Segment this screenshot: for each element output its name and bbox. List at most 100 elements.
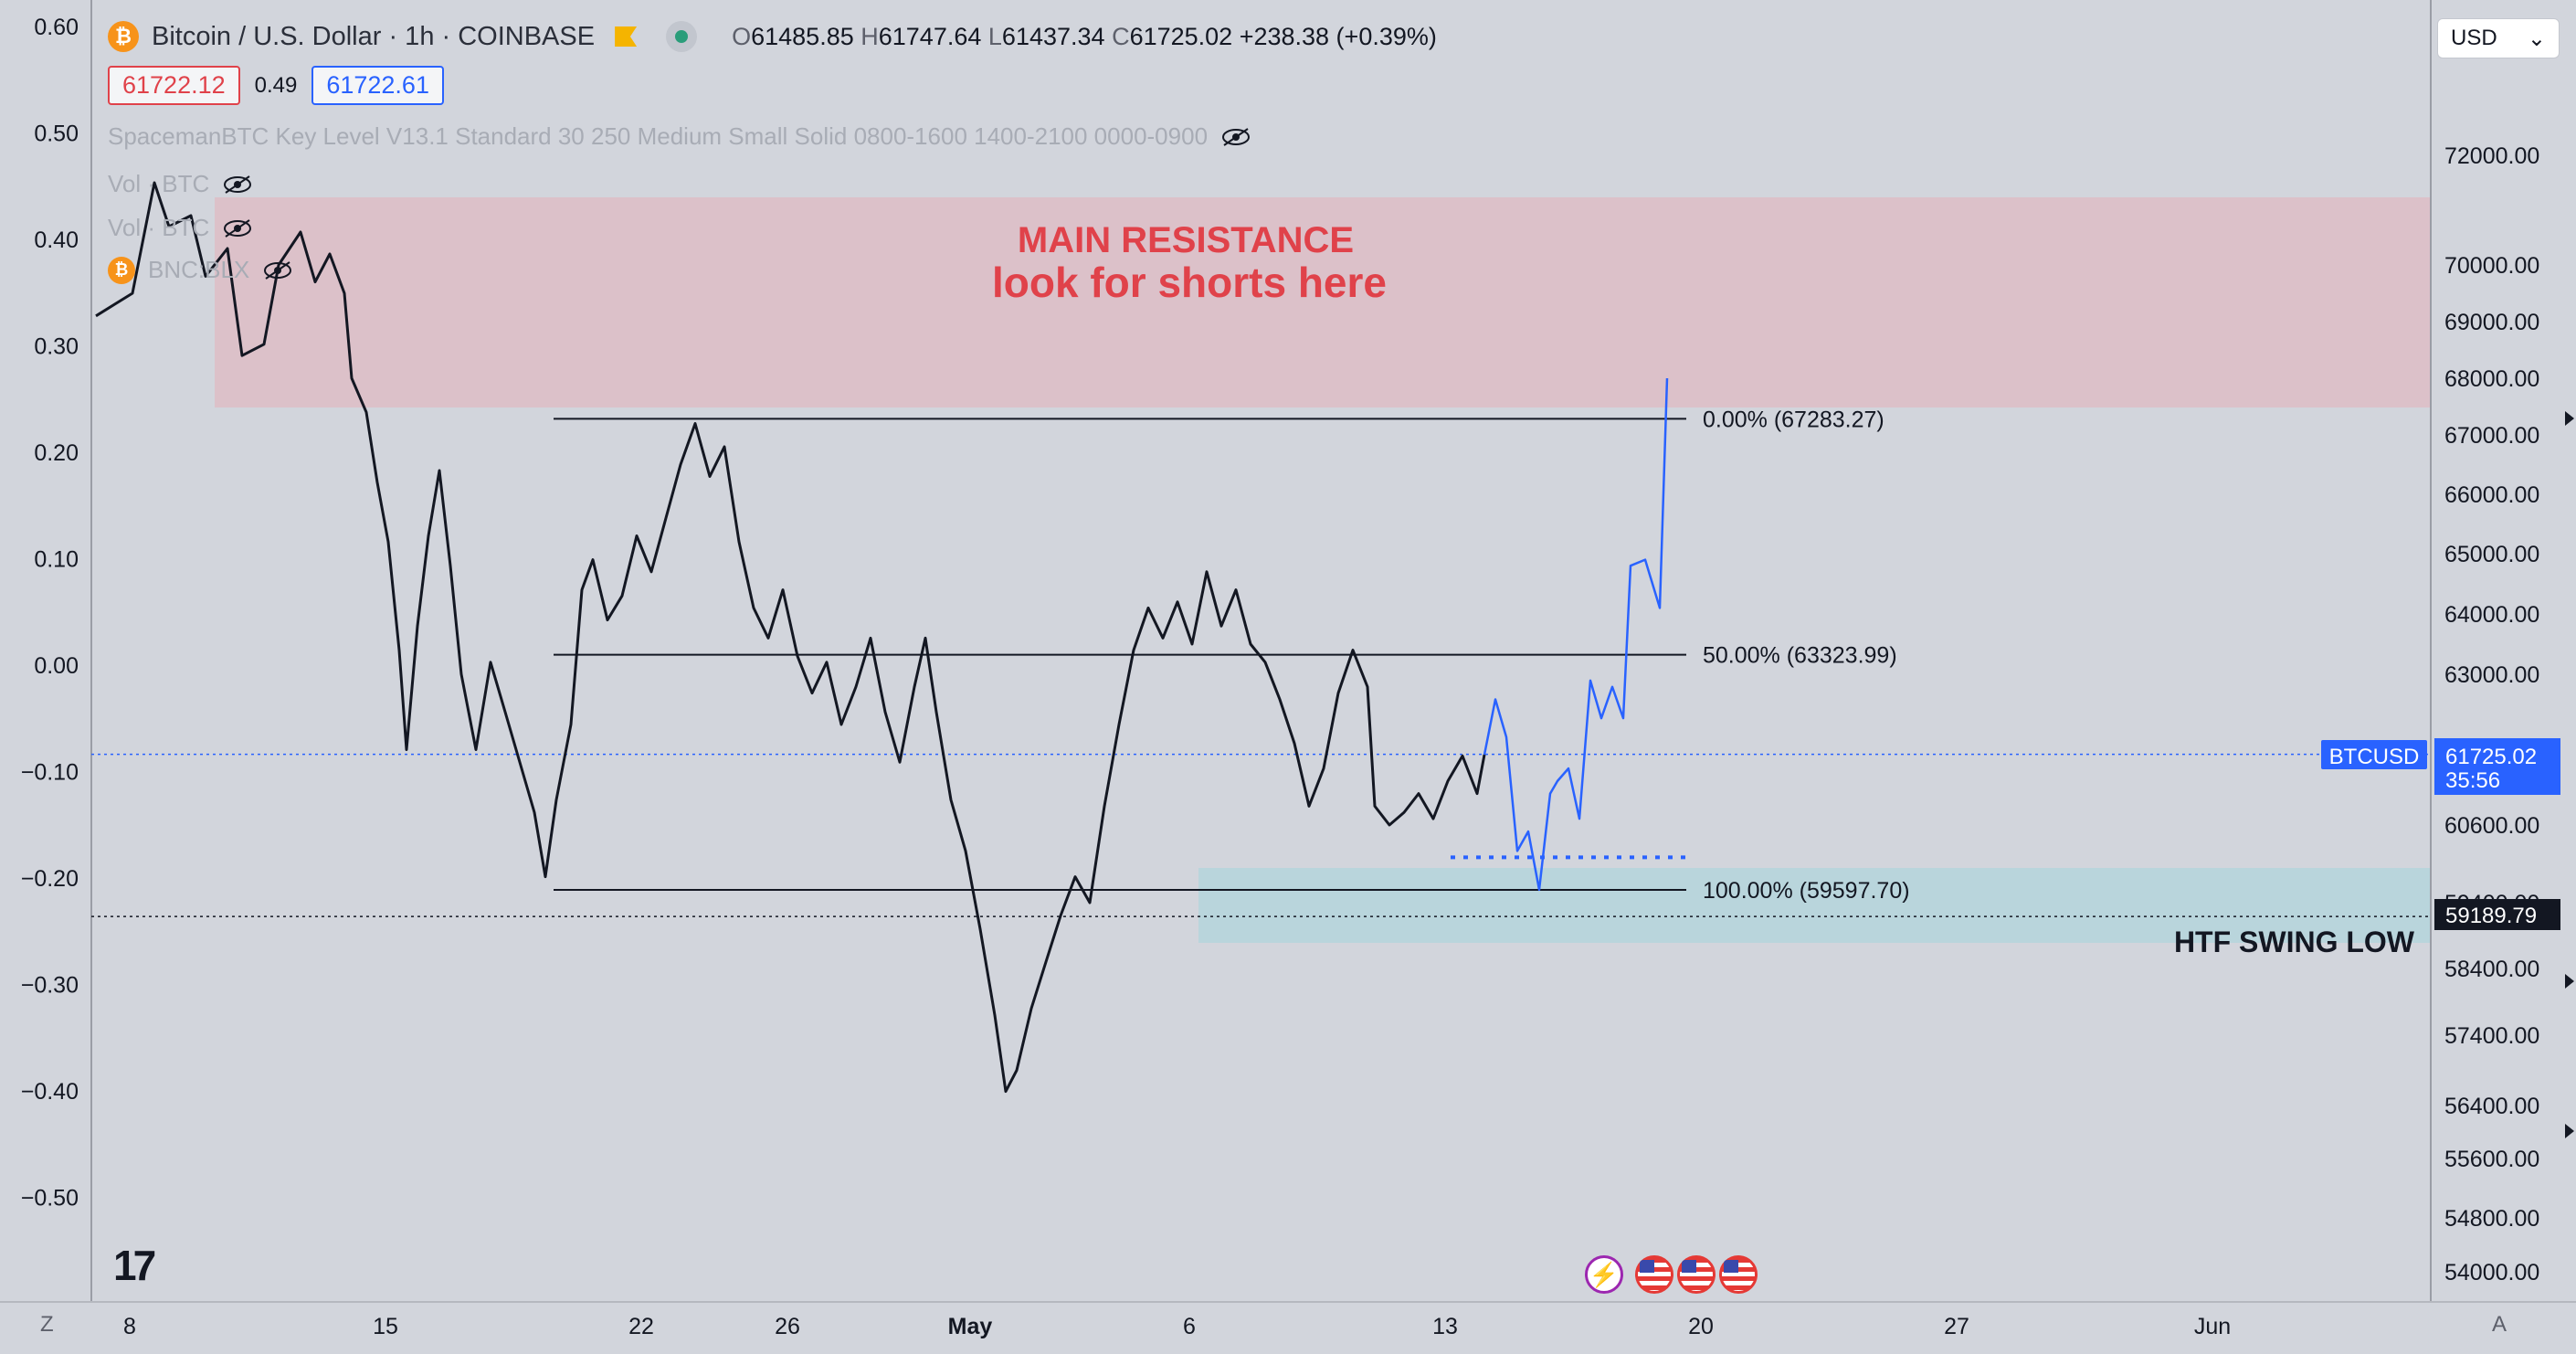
- x-axis: 8 15 22 26 May 6 13 20 27 Jun: [123, 1314, 2231, 1339]
- fib-level-label: 100.00% (59597.70): [1703, 878, 1910, 904]
- left-axis-tick-label: 0.30: [34, 334, 79, 360]
- left-axis-tick-label: 0.20: [34, 440, 79, 466]
- left-axis-tick-label: 0.50: [34, 122, 79, 147]
- x-axis-tick-label: 20: [1688, 1314, 1714, 1339]
- dotted-price-badge: [2434, 899, 2560, 930]
- lightning-event-icon[interactable]: ⚡: [1585, 1255, 1623, 1294]
- symbol-badge: [2321, 740, 2427, 769]
- fib-level-label: 50.00% (63323.99): [1703, 643, 1897, 669]
- us-flag-event-icon[interactable]: [1677, 1255, 1716, 1294]
- right-axis-tick-label: 60600.00: [2444, 813, 2539, 839]
- us-flag-event-icon[interactable]: [1635, 1255, 1673, 1294]
- left-axis-tick-label: −0.10: [21, 760, 79, 786]
- currency-select-value: USD: [2451, 26, 2497, 50]
- ohlc-readout: O61485.85 H61747.64 L61437.34 C61725.02 …: [732, 22, 1437, 50]
- currency-select[interactable]: USD ⌄: [2437, 18, 2560, 58]
- indicator-label: Vol · BTC: [108, 170, 210, 197]
- bitcoin-icon: ₿: [108, 256, 135, 284]
- right-axis-tick-label: 67000.00: [2444, 423, 2539, 449]
- buy-price-button[interactable]: 61722.61: [311, 66, 444, 105]
- auto-scale-button[interactable]: A: [2492, 1312, 2507, 1337]
- time-axis-bar[interactable]: [0, 1301, 2576, 1354]
- x-axis-tick-label: 27: [1944, 1314, 1969, 1339]
- spread-value: 0.49: [254, 72, 298, 98]
- right-axis-tick-label: 64000.00: [2444, 602, 2539, 628]
- flag-icon[interactable]: [615, 26, 638, 47]
- sell-price-button[interactable]: 61722.12: [108, 66, 240, 105]
- eye-hidden-icon[interactable]: [222, 218, 253, 238]
- indicator-row[interactable]: SpacemanBTC Key Level V13.1 Standard 30 …: [108, 122, 1251, 151]
- left-axis-tick-label: 0.60: [34, 15, 79, 40]
- zoom-button[interactable]: Z: [40, 1312, 54, 1337]
- right-axis-ticks: 72000.00 70000.00 69000.00 68000.00 67000.00…: [2444, 143, 2539, 1285]
- swing-low-zone: [1198, 868, 2431, 943]
- indicator-row[interactable]: ₿ BNC:BLX: [108, 256, 293, 284]
- eye-hidden-icon[interactable]: [262, 260, 293, 280]
- bitcoin-icon: ₿: [108, 21, 139, 52]
- right-axis-tick-label: 63000.00: [2444, 662, 2539, 688]
- x-axis-tick-label: 15: [373, 1314, 398, 1339]
- indicator-label: SpacemanBTC Key Level V13.1 Standard 30 …: [108, 122, 1209, 150]
- left-axis-ticks: 0.60 0.50 0.40 0.30 0.20 0.10 0.00 −0.10 −0.20 −0…: [21, 15, 79, 1211]
- indicator-label: Vol · BTC: [108, 214, 210, 241]
- swing-low-label: HTF SWING LOW: [2174, 926, 2415, 958]
- x-axis-tick-label: 6: [1183, 1314, 1196, 1339]
- fib-level-label: 0.00% (67283.27): [1703, 407, 1884, 432]
- price-series-line: [95, 181, 1486, 1094]
- high-value: 61747.64: [878, 22, 982, 50]
- right-axis-tick-label: 56400.00: [2444, 1094, 2539, 1119]
- left-axis-tick-label: −0.30: [21, 973, 79, 999]
- indicator-row[interactable]: Vol · BTC: [108, 170, 253, 198]
- left-axis-tick-label: −0.50: [21, 1186, 79, 1211]
- symbol-header: ₿ Bitcoin / U.S. Dollar · 1h · COINBASE …: [108, 16, 1437, 57]
- change-value: +238.38 (+0.39%): [1239, 22, 1437, 50]
- close-value: 61725.02: [1129, 22, 1233, 50]
- right-axis-tick-label: 54800.00: [2444, 1206, 2539, 1232]
- countdown-badge-value: 35:56: [2445, 768, 2500, 793]
- open-value: 61485.85: [751, 22, 854, 50]
- right-axis-tick-label: 68000.00: [2444, 366, 2539, 392]
- right-axis-tick-label: 58400.00: [2444, 957, 2539, 982]
- indicator-label: BNC:BLX: [148, 256, 250, 283]
- right-axis-tick-label: 65000.00: [2444, 542, 2539, 567]
- right-axis-tick-label: 70000.00: [2444, 253, 2539, 279]
- indicator-row[interactable]: Vol · BTC: [108, 214, 253, 242]
- symbol-title[interactable]: Bitcoin / U.S. Dollar · 1h · COINBASE: [152, 21, 596, 51]
- bid-ask: 61722.12 0.49 61722.61: [108, 66, 444, 105]
- tradingview-logo-icon[interactable]: 17: [113, 1242, 156, 1289]
- x-axis-tick-label: May: [948, 1314, 993, 1339]
- right-axis-tick-label: 69000.00: [2444, 310, 2539, 335]
- eye-hidden-icon[interactable]: [1220, 127, 1251, 147]
- right-axis-tick-label: 57400.00: [2444, 1023, 2539, 1049]
- left-axis-tick-label: −0.40: [21, 1079, 79, 1105]
- marker-arrow-icon: [2565, 1124, 2574, 1138]
- x-axis-tick-label: 13: [1432, 1314, 1458, 1339]
- market-status-icon[interactable]: [666, 21, 698, 52]
- left-axis-tick-label: −0.20: [21, 866, 79, 892]
- last-price-badge-value: 61725.02: [2445, 745, 2537, 769]
- right-axis-tick-label: 72000.00: [2444, 143, 2539, 169]
- chevron-down-icon: ⌄: [2527, 26, 2546, 51]
- eye-hidden-icon[interactable]: [222, 175, 253, 195]
- left-axis-tick-label: 0.40: [34, 227, 79, 253]
- left-axis-tick-label: 0.10: [34, 547, 79, 573]
- dotted-price-badge-value: 59189.79: [2445, 904, 2537, 928]
- marker-arrow-icon: [2565, 974, 2574, 989]
- right-axis-tick-label: 54000.00: [2444, 1260, 2539, 1285]
- projection-line[interactable]: [1483, 377, 1669, 892]
- right-axis-tick-label: 66000.00: [2444, 482, 2539, 508]
- last-price-badge: [2434, 738, 2560, 795]
- x-axis-tick-label: 8: [123, 1314, 136, 1339]
- resistance-subtitle: look for shorts here: [992, 259, 1387, 306]
- resistance-zone: [215, 197, 2431, 407]
- left-axis-tick-label: 0.00: [34, 653, 79, 679]
- marker-arrow-icon: [2565, 411, 2574, 426]
- fib-retracement[interactable]: 0.00% (67283.27) 50.00% (63323.99) 100.00%…: [554, 407, 1910, 904]
- low-value: 61437.34: [1001, 22, 1105, 50]
- us-flag-event-icon[interactable]: [1719, 1255, 1758, 1294]
- symbol-badge-text: BTCUSD: [2329, 745, 2420, 769]
- x-axis-tick-label: 22: [628, 1314, 654, 1339]
- resistance-title: MAIN RESISTANCE: [1018, 220, 1354, 260]
